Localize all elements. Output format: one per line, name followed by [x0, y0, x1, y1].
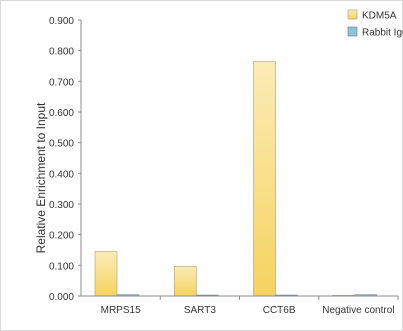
bar-kdm5a	[173, 265, 197, 297]
legend-label: Rabbit IgG	[362, 28, 403, 39]
y-tick-label: 0.800	[49, 47, 74, 58]
x-tick-label: CCT6B	[263, 305, 296, 316]
y-tick-label: 0.400	[49, 169, 74, 180]
x-tick-label: Negative control	[322, 305, 394, 316]
y-tick-label: 0.700	[49, 77, 74, 88]
bar-kdm5a	[253, 61, 276, 297]
y-tick-label: 0.300	[49, 200, 74, 211]
legend-swatch-rabbit-igg	[347, 26, 358, 37]
legend-swatch-kdm5a	[347, 9, 358, 20]
y-axis-title: Relative Enrichment to Input	[34, 102, 48, 253]
x-tick-label: SART3	[184, 305, 216, 316]
y-tick-label: 0.500	[49, 139, 74, 150]
y-tick-label: 0.000	[49, 292, 74, 303]
y-tick-label: 0.600	[49, 108, 74, 119]
y-tick-label: 0.900	[49, 16, 74, 27]
bar-kdm5a	[94, 251, 118, 297]
x-tick-label: MRPS15	[101, 305, 141, 316]
y-tick-label: 0.100	[49, 261, 74, 272]
y-tick-label: 0.200	[49, 231, 74, 242]
legend-label: KDM5A	[362, 11, 397, 22]
